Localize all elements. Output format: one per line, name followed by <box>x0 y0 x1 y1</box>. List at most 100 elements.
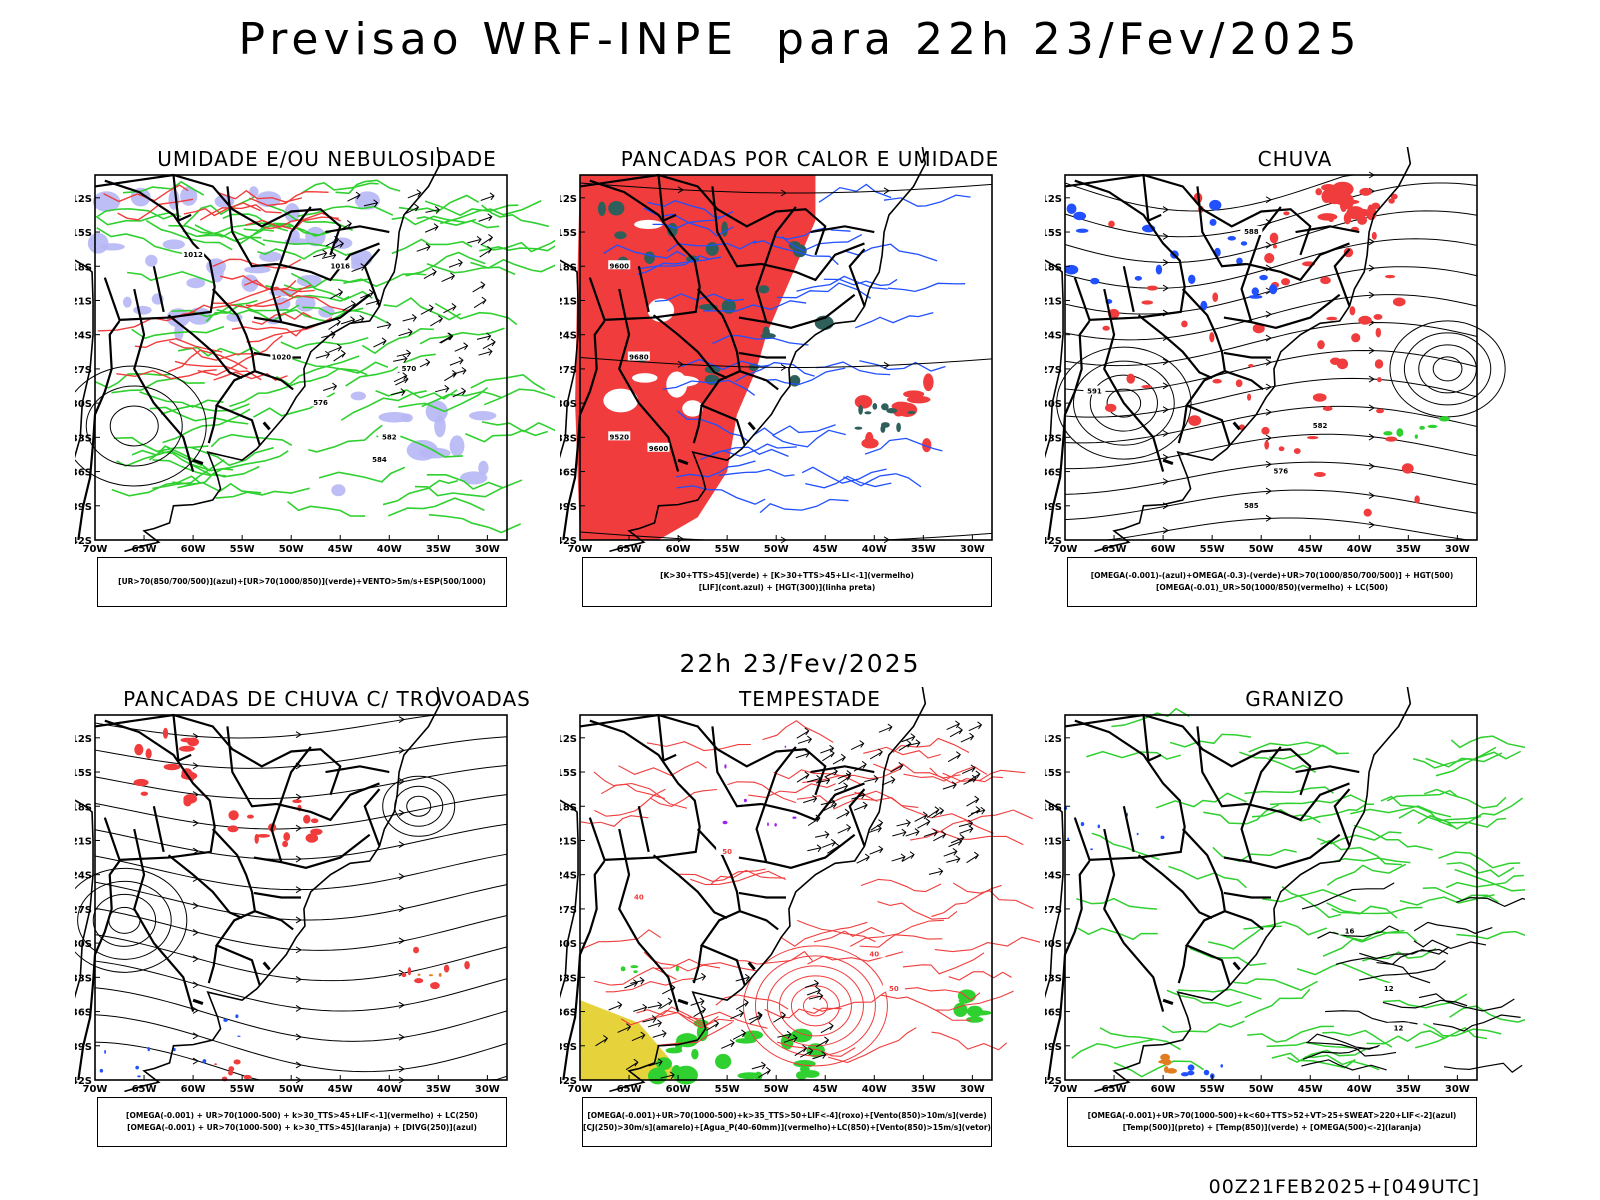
lake-shape <box>677 998 689 1005</box>
lon-label: 40W <box>862 1084 887 1095</box>
pressure-isobar <box>109 405 159 447</box>
rain-area <box>1293 448 1301 454</box>
pacific-coastline <box>1045 799 1064 999</box>
wind-vector <box>949 726 963 738</box>
wind-vector <box>943 847 958 857</box>
stream-arrow <box>1265 408 1272 416</box>
lat-label: 21S <box>560 836 577 847</box>
lat-label: 27S <box>1045 905 1062 916</box>
contour-label: 582 <box>382 433 397 441</box>
moist-unstable-area <box>597 201 606 216</box>
hail-risk-area <box>1187 1070 1195 1076</box>
temp-850-contour <box>1316 831 1402 845</box>
low-level-humidity-contour <box>318 466 406 483</box>
divergence-area <box>137 1075 141 1078</box>
moist-unstable-area <box>858 404 863 415</box>
cyclone-contour <box>790 985 840 1027</box>
wind-vector <box>947 751 961 763</box>
lifted-index-contour <box>887 282 966 293</box>
panel-granizo: GRANIZO 12 16 12 12S 15S 18S 21S 24S 27S 30S 33S 36… <box>1045 687 1525 1167</box>
contour-label-bg <box>378 431 401 441</box>
lifted-index-contour <box>763 367 846 386</box>
temp-850-contour <box>1247 1025 1334 1043</box>
lifted-index-contour <box>752 424 836 437</box>
wind-vector <box>942 781 957 790</box>
stream-arrow <box>1368 264 1375 272</box>
lon-label: 45W <box>328 544 353 555</box>
contour-label: 40 <box>634 894 644 902</box>
instability-area <box>575 175 816 540</box>
contour-label-bg <box>716 845 739 855</box>
border-line <box>692 405 703 444</box>
wind-vector <box>732 1029 747 1040</box>
stream-arrow <box>398 873 405 880</box>
panel-legend: [OMEGA(-0.001) + UR>70(1000-500) + k>30_… <box>97 1097 507 1147</box>
contour-label-bg <box>1269 465 1292 475</box>
border-line <box>755 206 797 323</box>
border-line <box>1224 910 1264 931</box>
stream-arrow <box>677 186 684 194</box>
stream-arrow <box>1265 487 1272 495</box>
border-line <box>152 806 165 853</box>
lon-label: 60W <box>666 1084 691 1095</box>
low-level-humidity-contour <box>391 238 473 255</box>
rain-area <box>1108 220 1115 228</box>
thunderstorm-area <box>227 825 239 833</box>
stream-arrow <box>1265 358 1272 366</box>
panel-chuva: CHUVA 588 591 582 576 585 12S 15S 18S 21S 24S 27S 3… <box>1045 147 1525 627</box>
low-level-humidity-contour <box>335 179 401 195</box>
border-line <box>579 713 827 796</box>
temp-850-contour <box>1281 885 1341 919</box>
stream-arrow <box>398 1033 405 1041</box>
lat-label: 18S <box>75 262 92 273</box>
hail-risk-area <box>1136 832 1139 836</box>
temp-850-contour <box>1320 839 1403 866</box>
wind-vector <box>914 811 928 822</box>
border-line <box>363 248 381 307</box>
temp-850-contour <box>1322 1029 1393 1048</box>
wind-vector <box>869 845 884 855</box>
lon-label: 35W <box>911 1084 936 1095</box>
thunderstorm-area <box>283 832 291 841</box>
low-level-wind-area <box>620 966 626 972</box>
wind-vector <box>946 720 961 731</box>
temp-850-contour <box>1362 947 1437 962</box>
divergence-area <box>235 1014 239 1019</box>
rain-area <box>1247 393 1252 401</box>
stream-arrow <box>1162 430 1169 437</box>
wind-vector <box>834 782 849 791</box>
low-level-humidity-contour <box>421 390 502 408</box>
lat-label: 12S <box>1045 734 1062 745</box>
stream-arrow <box>677 535 684 543</box>
low-level-wind-area <box>633 970 638 974</box>
omega-area <box>1064 264 1079 275</box>
hail-risk-area <box>1220 1064 1224 1068</box>
temp-850-contour <box>1450 735 1525 749</box>
low-level-wind-area <box>799 1065 810 1073</box>
stream-arrow <box>1162 527 1169 534</box>
rain-area <box>1349 306 1356 316</box>
lake-shape <box>747 961 756 971</box>
border-line <box>657 714 677 763</box>
border-line <box>652 854 728 920</box>
temp-500-contour <box>1306 1041 1397 1057</box>
low-level-wind-area <box>675 965 679 972</box>
rain-area <box>1264 440 1270 450</box>
rain-area <box>1261 426 1270 435</box>
hail-risk-area <box>1160 835 1165 840</box>
stream-arrow <box>295 916 302 924</box>
rain-area <box>1384 274 1396 279</box>
thunderstorm-area <box>401 972 407 978</box>
thunderstorm-area <box>145 748 152 759</box>
thunderstorm-area <box>228 810 239 821</box>
temp-850-contour <box>1353 824 1433 851</box>
low-level-humidity-contour <box>162 408 251 444</box>
wind-vector <box>898 739 912 752</box>
lifted-index-contour <box>676 485 766 505</box>
panel-title: GRANIZO <box>1245 687 1345 711</box>
stream-arrow <box>780 189 787 197</box>
omega-area <box>1209 218 1217 226</box>
wind-vector <box>890 762 904 773</box>
border-line <box>1224 370 1264 391</box>
wind-vector <box>633 1003 648 1012</box>
